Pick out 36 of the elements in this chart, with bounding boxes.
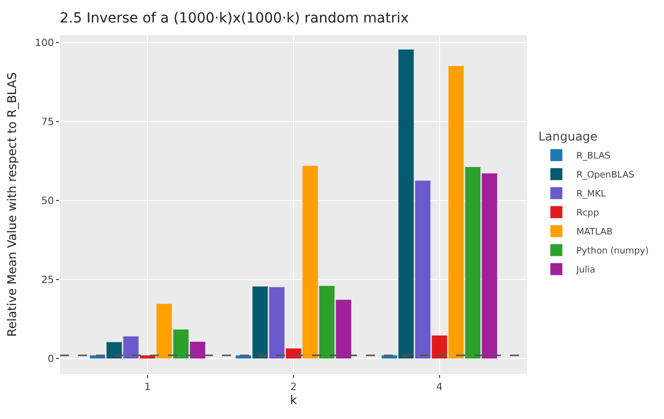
x-axis-title: k [290, 393, 298, 407]
legend-label: Python (numpy) [576, 246, 649, 257]
bar [432, 335, 448, 359]
x-tick-label: 4 [436, 382, 443, 393]
bar [156, 304, 172, 359]
x-tick-label: 1 [144, 382, 151, 393]
bar [269, 287, 284, 359]
y-tick-label: 50 [41, 196, 54, 208]
y-tick-label: 0 [48, 354, 54, 366]
y-axis-title: Relative Mean Value with respect to R_BLAS [5, 72, 20, 337]
legend-label: MATLAB [576, 228, 613, 238]
bar [465, 167, 480, 359]
bar [190, 342, 206, 359]
x-tick-label: 2 [290, 382, 297, 393]
bar [286, 348, 302, 359]
bar [173, 329, 189, 359]
bar [415, 180, 430, 359]
chart-title: 2.5 Inverse of a (1000·k)x(1000·k) random matrix [60, 10, 409, 26]
legend-label: Rcpp [576, 208, 600, 219]
bar [123, 336, 139, 359]
y-tick-label: 25 [41, 275, 54, 286]
y-tick-label: 100 [34, 38, 54, 50]
bar [302, 166, 318, 359]
bar [106, 342, 122, 359]
bar [319, 286, 335, 359]
bar [482, 173, 498, 359]
bar [252, 286, 268, 359]
y-tick-label: 75 [41, 117, 54, 128]
legend-label: R_MKL [576, 190, 606, 200]
legend-label: Julia [575, 266, 596, 276]
bar [448, 66, 464, 359]
legend-label: R_OpenBLAS [576, 170, 635, 181]
bar [336, 300, 352, 359]
bar [398, 50, 414, 359]
legend-label: R_BLAS [576, 152, 611, 162]
legend-title: Language [538, 130, 598, 144]
